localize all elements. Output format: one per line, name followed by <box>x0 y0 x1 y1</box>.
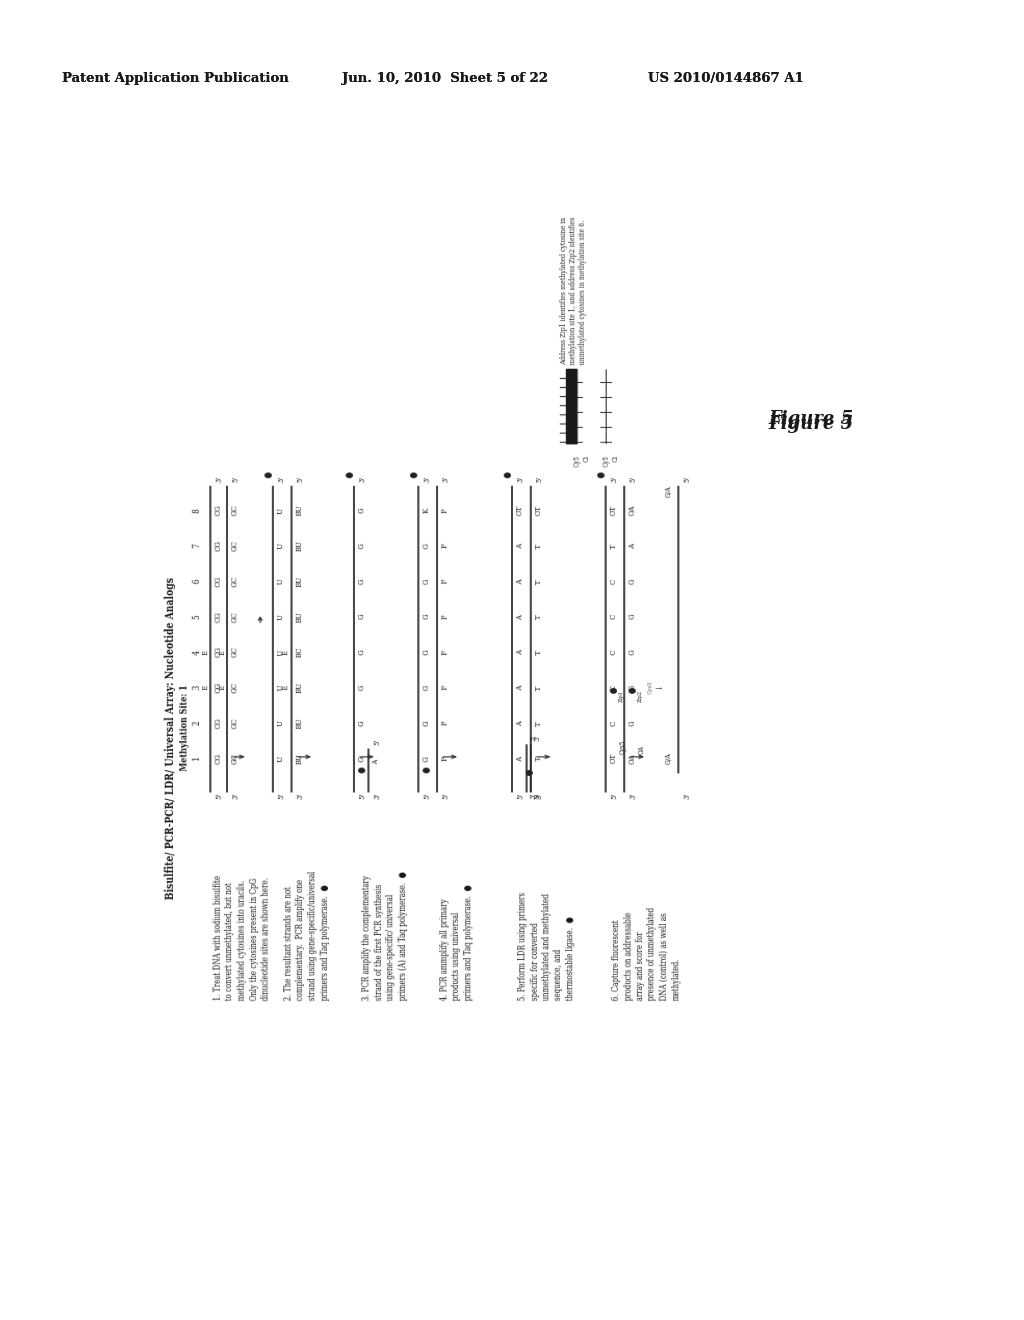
Text: Patent Application Publication: Patent Application Publication <box>62 73 289 84</box>
Text: Figure 5: Figure 5 <box>768 411 853 428</box>
Text: US 2010/0144867 A1: US 2010/0144867 A1 <box>648 73 804 84</box>
Text: Jun. 10, 2010  Sheet 5 of 22: Jun. 10, 2010 Sheet 5 of 22 <box>342 73 548 84</box>
Text: US 2010/0144867 A1: US 2010/0144867 A1 <box>648 73 804 84</box>
Text: Patent Application Publication: Patent Application Publication <box>62 73 289 84</box>
Text: Figure 5: Figure 5 <box>768 414 853 433</box>
Text: Jun. 10, 2010  Sheet 5 of 22: Jun. 10, 2010 Sheet 5 of 22 <box>342 73 548 84</box>
